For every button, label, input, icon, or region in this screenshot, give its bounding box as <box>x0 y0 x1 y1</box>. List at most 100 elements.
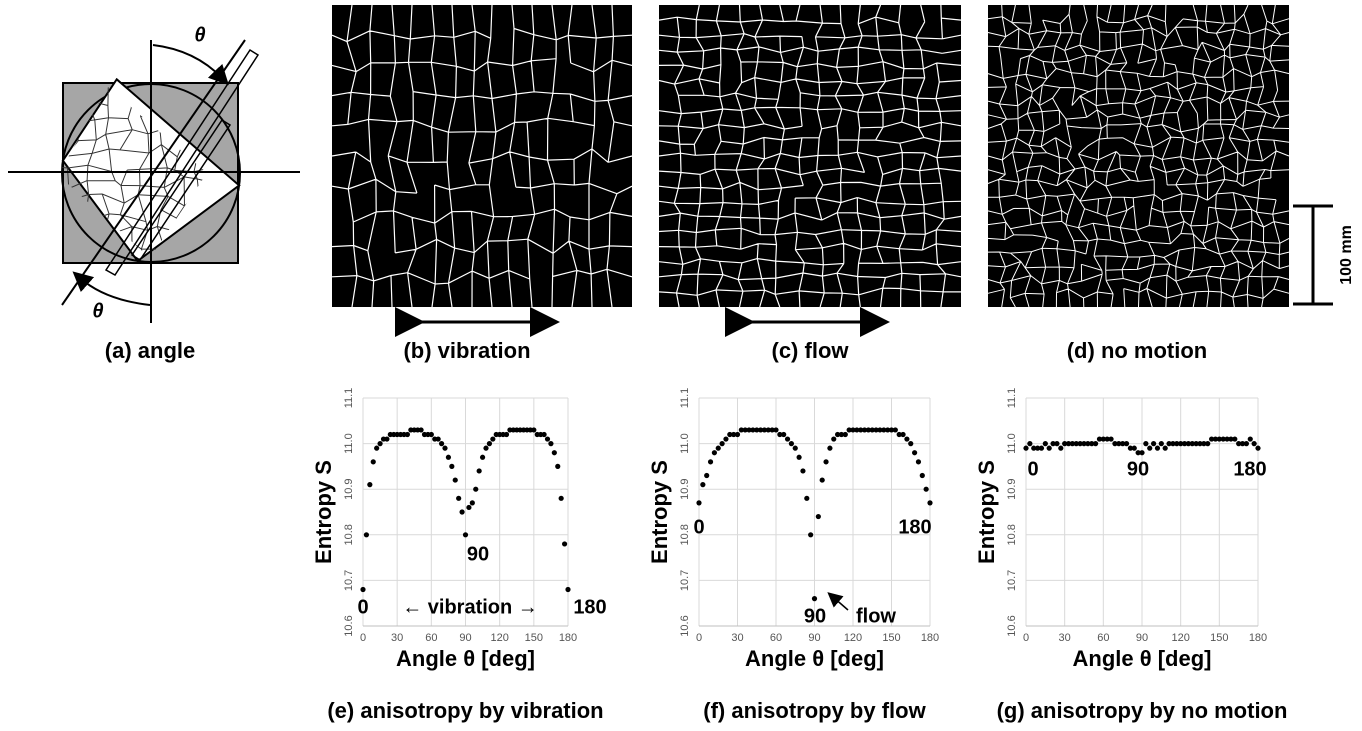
y-tick-label: 10.7 <box>679 570 691 591</box>
data-point <box>904 436 910 442</box>
data-point <box>1189 441 1195 447</box>
data-point <box>1096 436 1103 442</box>
data-point <box>1046 445 1052 451</box>
x-tick-label: 90 <box>1136 632 1148 644</box>
data-point <box>923 486 929 492</box>
data-point <box>479 454 486 460</box>
data-point <box>888 427 895 433</box>
x-tick-label: 120 <box>1171 632 1189 644</box>
chart-caption: (g) anisotropy by no motion <box>997 698 1288 723</box>
data-point <box>1100 436 1106 442</box>
data-point <box>551 450 557 456</box>
data-point <box>486 441 493 447</box>
crack-pattern <box>658 4 962 308</box>
y-axis-label: Entropy S <box>974 460 999 564</box>
data-point <box>1205 441 1211 447</box>
data-point <box>892 427 898 433</box>
data-point <box>555 463 561 469</box>
y-tick-label: 11.1 <box>343 388 355 409</box>
x-tick-label: 30 <box>391 632 403 644</box>
y-tick-label: 11.0 <box>343 433 355 454</box>
annotation: 90 <box>804 605 826 627</box>
data-point <box>800 468 806 474</box>
data-point <box>1247 436 1253 442</box>
x-tick-label: 120 <box>844 632 862 644</box>
data-point <box>1089 441 1095 447</box>
y-tick-label: 10.8 <box>1006 524 1018 545</box>
data-point <box>1104 436 1110 442</box>
data-point <box>781 431 787 438</box>
data-point <box>811 596 818 602</box>
x-tick-label: 30 <box>731 632 743 644</box>
data-point <box>1062 441 1068 447</box>
data-point <box>865 427 872 433</box>
data-point <box>831 436 837 442</box>
data-point <box>734 431 741 438</box>
annotation: 0 <box>1027 458 1038 480</box>
data-point <box>827 445 833 451</box>
data-point <box>815 513 821 520</box>
data-point <box>1209 436 1215 442</box>
data-point <box>561 541 568 547</box>
data-point <box>696 500 702 506</box>
x-tick-label: 0 <box>1023 632 1029 644</box>
data-point <box>1158 441 1164 447</box>
y-tick-label: 10.7 <box>343 570 355 591</box>
data-point <box>1065 441 1072 447</box>
data-point <box>861 427 868 433</box>
data-point <box>541 431 547 438</box>
data-point <box>792 445 798 451</box>
y-tick-label: 10.8 <box>679 524 691 545</box>
data-point <box>384 436 390 442</box>
x-tick-label: 180 <box>921 632 939 644</box>
annotation: 90 <box>1127 458 1149 480</box>
data-point <box>719 441 725 447</box>
y-tick-label: 11.1 <box>1006 388 1018 409</box>
x-tick-label: 30 <box>1059 632 1071 644</box>
data-point <box>850 427 856 433</box>
data-point <box>1127 445 1133 451</box>
data-point <box>1147 445 1153 451</box>
y-tick-label: 11.0 <box>679 433 691 454</box>
y-tick-label: 10.8 <box>343 524 355 545</box>
data-point <box>707 459 714 465</box>
data-point <box>548 441 554 447</box>
data-point <box>1193 441 1199 447</box>
data-point <box>804 495 810 501</box>
data-point <box>1050 441 1056 447</box>
data-point <box>1131 445 1137 451</box>
data-point <box>374 445 380 451</box>
annotation: flow <box>856 605 896 627</box>
data-point <box>1108 436 1114 442</box>
annotation: ← vibration → <box>402 596 538 618</box>
x-tick-label: 60 <box>425 632 437 644</box>
data-point <box>765 427 771 433</box>
data-point <box>442 445 448 451</box>
data-point <box>1023 445 1029 451</box>
x-tick-label: 90 <box>808 632 820 644</box>
data-point <box>1197 441 1203 447</box>
data-point <box>1120 441 1126 447</box>
angle-diagram: θ θ (a) angle <box>8 24 300 363</box>
panel-caption: (c) flow <box>772 338 850 363</box>
data-point <box>1116 441 1122 447</box>
data-point <box>1212 436 1219 442</box>
chart-caption: (e) anisotropy by vibration <box>327 698 603 723</box>
data-point <box>788 441 795 447</box>
data-point <box>742 427 748 433</box>
data-point <box>445 454 452 460</box>
data-point <box>1139 450 1145 456</box>
data-point <box>754 427 760 433</box>
data-point <box>449 463 455 469</box>
data-point <box>1216 436 1222 442</box>
y-tick-label: 10.6 <box>679 615 691 636</box>
x-tick-label: 0 <box>360 632 366 644</box>
data-point <box>1058 445 1064 451</box>
data-point <box>1151 441 1157 447</box>
data-point <box>819 477 825 483</box>
data-point <box>873 427 879 433</box>
data-point <box>476 468 482 474</box>
y-tick-label: 10.6 <box>1006 615 1018 636</box>
data-point <box>912 450 918 456</box>
panel-caption: (b) vibration <box>403 338 530 363</box>
